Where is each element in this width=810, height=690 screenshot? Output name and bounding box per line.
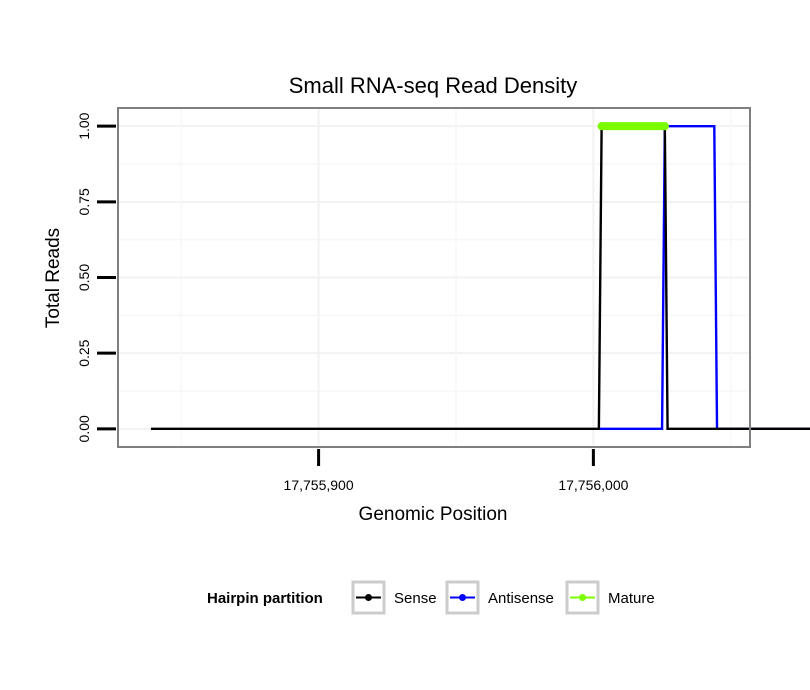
legend: Hairpin partition Sense Antisense Mature xyxy=(207,580,655,615)
y-axis: 0.00 0.25 0.50 0.75 1.00 xyxy=(76,112,116,442)
x-tick-label: 17,756,000 xyxy=(558,477,628,493)
antisense-legend-label: Antisense xyxy=(488,590,554,607)
y-tick-label: 0.25 xyxy=(76,339,92,366)
x-axis: 17,755,900 17,756,000 xyxy=(284,449,629,493)
legend-items: Sense Antisense Mature xyxy=(351,580,655,615)
series-layer xyxy=(150,122,810,431)
sense-legend-label: Sense xyxy=(394,590,437,607)
mature-legend-dot xyxy=(579,594,586,601)
y-tick-label: 1.00 xyxy=(76,112,92,139)
mature-legend-label: Mature xyxy=(608,590,655,607)
chart-title: Small RNA-seq Read Density xyxy=(289,73,578,98)
y-axis-label: Total Reads xyxy=(43,228,64,328)
grid-lines xyxy=(118,108,750,447)
x-tick-label: 17,755,900 xyxy=(284,477,354,493)
x-axis-label: Genomic Position xyxy=(359,504,508,525)
sense-legend-dot xyxy=(365,594,372,601)
y-tick-label: 0.50 xyxy=(76,264,92,291)
legend-title: Hairpin partition xyxy=(207,590,323,607)
mature-point xyxy=(660,122,669,131)
y-tick-label: 0.75 xyxy=(76,188,92,215)
antisense-legend-dot xyxy=(459,594,466,601)
mature-point xyxy=(597,122,606,131)
plot-panel-border xyxy=(117,107,751,448)
y-tick-label: 0.00 xyxy=(76,415,92,442)
